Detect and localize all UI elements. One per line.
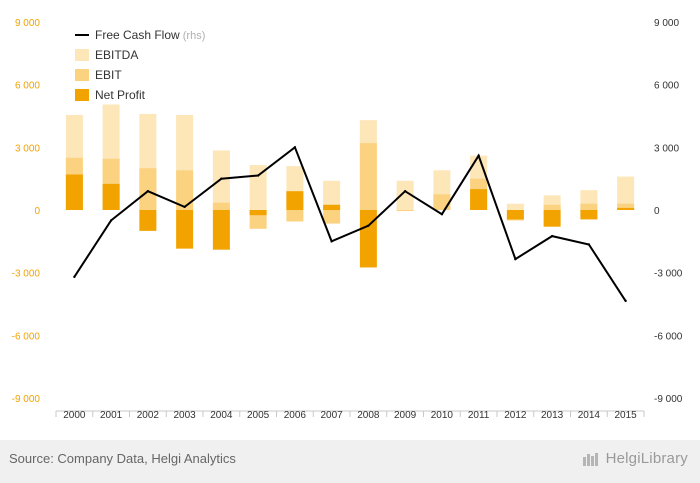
y-tick-right: -9 000: [654, 394, 683, 405]
bar-net-profit: [65, 174, 83, 210]
line-free-cash-flow: [73, 145, 627, 302]
x-tick-label: 2006: [284, 410, 307, 421]
legend-swatch: [75, 69, 89, 81]
line-point: [440, 212, 444, 216]
line-point: [330, 240, 333, 243]
bar-net-profit: [506, 210, 524, 220]
line-point: [183, 205, 186, 209]
y-tick-right: 6 000: [654, 81, 679, 92]
bar-ebit: [323, 210, 341, 224]
bar-ebit: [580, 203, 598, 210]
y-tick-left: 0: [34, 206, 40, 217]
bar-ebit: [286, 210, 304, 222]
source-note: Source: Company Data, Helgi Analytics: [9, 451, 236, 466]
x-tick-label: 2005: [247, 410, 270, 421]
legend: Free Cash Flow (rhs) EBITDA EBIT Net Profit: [75, 28, 205, 102]
y-tick-left: -9 000: [12, 394, 41, 405]
line-point: [146, 190, 150, 193]
line-point: [550, 234, 554, 238]
legend-label: EBITDA: [95, 48, 138, 62]
line-point: [587, 243, 591, 246]
library-logo-icon: [582, 452, 598, 466]
y-tick-right: 0: [654, 206, 660, 217]
x-tick-label: 2004: [210, 410, 233, 421]
line-point: [624, 299, 627, 303]
legend-label-suffix: (rhs): [180, 30, 206, 42]
line-layer: [73, 145, 627, 303]
line-point: [109, 219, 113, 222]
line-point: [73, 275, 76, 279]
bar-ebit: [396, 210, 414, 212]
line-point: [220, 177, 223, 180]
y-tick-left: 3 000: [15, 143, 40, 154]
legend-swatch: [75, 49, 89, 61]
y-tick-right: -3 000: [654, 269, 683, 280]
x-tick-label: 2001: [100, 410, 123, 421]
bar-net-profit: [543, 210, 561, 227]
bars-layer: [65, 104, 635, 268]
bar-ebitda: [506, 203, 524, 210]
bar-ebit: [176, 170, 194, 210]
line-point: [514, 257, 517, 261]
bar-net-profit: [617, 207, 635, 210]
x-tick-label: 2010: [431, 410, 454, 421]
bar-ebit: [543, 204, 561, 210]
x-tick-label: 2012: [504, 410, 527, 421]
line-point: [477, 154, 480, 157]
bar-net-profit: [470, 189, 488, 210]
brand-name: HelgiLibrary: [605, 450, 688, 467]
x-tick-label: 2009: [394, 410, 417, 421]
bar-ebitda: [617, 176, 635, 210]
y-tick-right: -6 000: [654, 331, 683, 342]
bar-net-profit: [176, 210, 194, 249]
bar-ebit: [359, 143, 377, 210]
y-tick-left: 9 000: [15, 18, 40, 29]
y-tick-left: -3 000: [12, 269, 41, 280]
x-tick-label: 2000: [63, 410, 86, 421]
y-tick-right: 3 000: [654, 143, 679, 154]
bar-ebit: [212, 202, 230, 210]
footer: Source: Company Data, Helgi Analytics He…: [0, 440, 700, 483]
y-tick-right: 9 000: [654, 18, 679, 29]
bar-ebit: [139, 168, 157, 210]
bar-net-profit: [580, 210, 598, 220]
brand: HelgiLibrary: [582, 450, 688, 467]
axes-layer: -9 000 -9 000 -6 000 -6 000 -3 000 -3 000 0 0 3 …: [12, 18, 683, 421]
y-tick-left: -6 000: [12, 331, 41, 342]
bar-ebitda: [396, 180, 414, 210]
x-tick-label: 2002: [137, 410, 160, 421]
bar-ebit: [433, 194, 451, 210]
x-tick-label: 2011: [468, 410, 490, 421]
x-tick-label: 2015: [615, 410, 638, 421]
line-point: [403, 190, 407, 193]
line-point: [256, 174, 260, 177]
bar-net-profit: [249, 210, 267, 216]
x-tick-label: 2014: [578, 410, 601, 421]
legend-swatch: [75, 89, 89, 101]
x-tick-label: 2007: [321, 410, 344, 421]
x-tick-label: 2008: [357, 410, 380, 421]
y-tick-left: 6 000: [15, 81, 40, 92]
bar-net-profit: [359, 210, 377, 268]
line-point: [367, 224, 370, 227]
legend-label: EBIT: [95, 68, 122, 82]
bar-net-profit: [102, 183, 120, 210]
x-tick-label: 2013: [541, 410, 564, 421]
bar-ebitda: [212, 150, 230, 210]
line-point: [293, 146, 297, 149]
x-tick-label: 2003: [174, 410, 197, 421]
bar-net-profit: [212, 210, 230, 250]
bar-net-profit: [323, 204, 341, 210]
bar-ebitda: [323, 180, 341, 210]
bar-net-profit: [139, 210, 157, 231]
bar-ebit: [617, 203, 635, 210]
legend-label: Net Profit: [95, 88, 146, 102]
legend-label: Free Cash Flow (rhs): [95, 28, 205, 42]
chart-svg: -9 000 -9 000 -6 000 -6 000 -3 000 -3 000 0 0 3 …: [12, 18, 683, 421]
bar-net-profit: [286, 191, 304, 210]
